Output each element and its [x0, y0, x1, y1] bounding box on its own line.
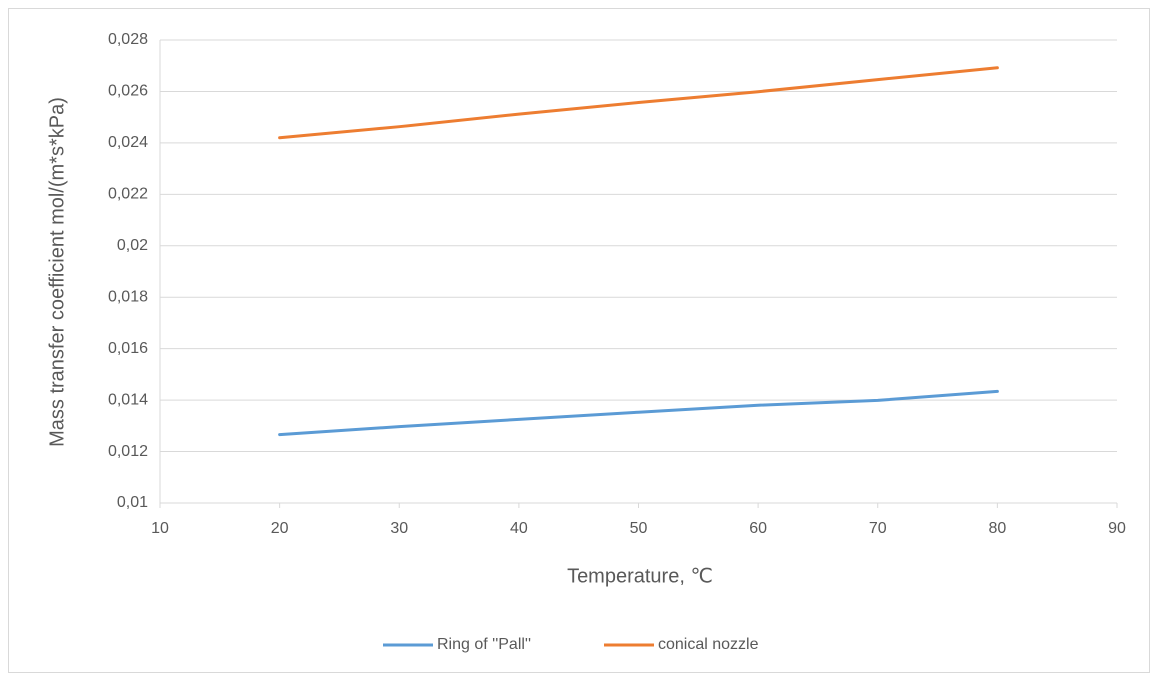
- y-axis-title: Mass transfer coefficient mol/(m*s*kPa): [46, 97, 68, 447]
- chart-frame: [8, 8, 1150, 673]
- x-tick-label: 80: [988, 520, 1006, 537]
- x-tick-label: 30: [390, 520, 408, 537]
- y-tick-label: 0,01: [117, 494, 148, 511]
- legend-label: Ring of ''Pall'': [437, 636, 531, 653]
- y-tick-label: 0,022: [108, 186, 148, 203]
- x-tick-label: 50: [630, 520, 648, 537]
- x-tick-label: 70: [869, 520, 887, 537]
- x-tick-label: 40: [510, 520, 528, 537]
- y-tick-label: 0,028: [108, 31, 148, 48]
- x-tick-label: 20: [271, 520, 289, 537]
- y-tick-label: 0,014: [108, 391, 148, 408]
- x-tick-label: 60: [749, 520, 767, 537]
- legend-label: conical nozzle: [658, 636, 759, 653]
- series-line: [278, 389, 999, 437]
- x-tick-label: 90: [1108, 520, 1126, 537]
- y-tick-label: 0,02: [117, 237, 148, 254]
- y-tick-label: 0,026: [108, 83, 148, 100]
- y-tick-label: 0,016: [108, 340, 148, 357]
- series-line: [278, 66, 999, 140]
- x-axis-title: Temperature, ℃: [567, 565, 713, 587]
- y-tick-label: 0,024: [108, 134, 148, 151]
- x-tick-label: 10: [151, 520, 169, 537]
- y-tick-label: 0,018: [108, 288, 148, 305]
- y-tick-label: 0,012: [108, 443, 148, 460]
